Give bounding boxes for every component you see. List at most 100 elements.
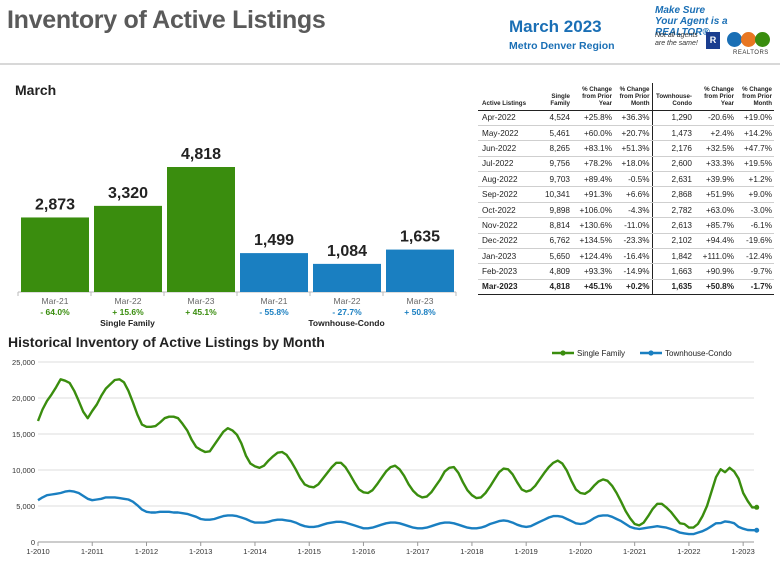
table-cell-month: Jul-2022: [478, 156, 534, 173]
legend-label: Townhouse-Condo: [665, 349, 732, 358]
table-cell-month: Apr-2022: [478, 110, 534, 126]
bar-group-label: Single Family: [100, 318, 155, 328]
bar-value-label: 1,084: [327, 243, 367, 260]
table-cell: 2,782: [652, 202, 694, 219]
bar-category-label: Mar-21: [261, 296, 288, 306]
table-cell: -20.6%: [694, 110, 736, 126]
series-line: [37, 489, 757, 536]
bar-category-label: Mar-21: [42, 296, 69, 306]
x-tick-label: 1-2016: [352, 547, 375, 556]
x-tick-label: 1-2021: [623, 547, 646, 556]
realtor-subtagline: Not all agents are the same!: [655, 32, 701, 48]
realtors-logo-circle-green: [755, 32, 770, 47]
table-cell-month: Nov-2022: [478, 217, 534, 234]
table-cell: -23.3%: [614, 233, 653, 250]
table-row: Sep-2022 10,341 +91.3% +6.6% 2,868 +51.9% +9.0…: [478, 186, 774, 203]
line-chart-title: Historical Inventory of Active Listings …: [8, 334, 325, 350]
col-header-sf-month: % Change from Prior Month: [614, 83, 653, 111]
table-cell: +18.0%: [614, 156, 653, 173]
table-row: Feb-2023 4,809 +93.3% -14.9% 1,663 +90.9% -9.7…: [478, 263, 774, 280]
table-cell: -6.1%: [736, 217, 774, 234]
table-cell: 6,762: [534, 233, 572, 250]
legend-label: Single Family: [577, 349, 625, 358]
realtor-logo-block: Make Sure Your Agent is a REALTOR® Not a…: [655, 5, 775, 59]
table-cell: +78.2%: [572, 156, 614, 173]
x-tick-label: 1-2020: [569, 547, 592, 556]
table-cell: +20.7%: [614, 125, 653, 142]
table-cell: +111.0%: [694, 248, 736, 265]
x-tick-label: 1-2017: [406, 547, 429, 556]
table-cell-month: Jun-2022: [478, 140, 534, 157]
colorado-association-logo: [727, 32, 742, 47]
table-cell: +63.0%: [694, 202, 736, 219]
table-row: Oct-2022 9,898 +106.0% -4.3% 2,782 +63.0% -3.0…: [478, 202, 774, 219]
table-row: Jun-2022 8,265 +83.1% +51.3% 2,176 +32.5% +47.…: [478, 140, 774, 157]
bar: [167, 167, 235, 292]
table-row: Jan-2023 5,650 +124.4% -16.4% 1,842 +111.0% -1…: [478, 248, 774, 265]
table-row: Dec-2022 6,762 +134.5% -23.3% 2,102 +94.4% -19…: [478, 233, 774, 250]
x-tick-label: 1-2011: [81, 547, 104, 556]
bar-change-label: - 55.8%: [259, 307, 289, 317]
table-cell: 2,613: [652, 217, 694, 234]
historical-line-chart: 0 5,000 10,000 15,000 20,000 25,000 1-2010 1-20…: [12, 349, 760, 556]
bar-category-label: Mar-23: [407, 296, 434, 306]
table-cell: +106.0%: [572, 202, 614, 219]
table-cell: +1.2%: [736, 171, 774, 188]
x-tick-label: 1-2019: [515, 547, 538, 556]
table-cell: +91.3%: [572, 186, 614, 203]
bar-value-label: 1,635: [400, 229, 440, 246]
table-cell: -14.9%: [614, 263, 653, 280]
bar-value-label: 4,818: [181, 146, 221, 163]
table-cell: +93.3%: [572, 263, 614, 280]
bar: [94, 205, 162, 292]
table-cell: +124.4%: [572, 248, 614, 265]
table-cell: -16.4%: [614, 248, 653, 265]
col-header-single-family: Single Family: [534, 83, 572, 111]
page-title: Inventory of Active Listings: [7, 6, 326, 34]
table-cell-month: Jan-2023: [478, 248, 534, 265]
table-cell: 5,461: [534, 125, 572, 142]
report-region: Metro Denver Region: [509, 40, 615, 52]
table-cell: -1.7%: [736, 279, 774, 296]
col-header-sf-year: % Change from Prior Year: [572, 83, 614, 111]
tagline-line-2: Your Agent is a REALTOR®: [655, 16, 728, 38]
table-cell: 2,631: [652, 171, 694, 188]
table-cell-month: Dec-2022: [478, 233, 534, 250]
bar-change-label: - 27.7%: [332, 307, 362, 317]
x-tick-label: 1-2022: [677, 547, 700, 556]
table-cell: 8,814: [534, 217, 572, 234]
bar-group-label: Townhouse-Condo: [308, 318, 384, 328]
table-row: Mar-2023 4,818 +45.1% +0.2% 1,635 +50.8% -1.7%: [478, 279, 774, 296]
col-header-tc-month: % Change from Prior Month: [736, 83, 774, 111]
bar-category-label: Mar-22: [115, 296, 142, 306]
x-tick-label: 1-2013: [189, 547, 212, 556]
table-cell: +60.0%: [572, 125, 614, 142]
table-cell: +33.3%: [694, 156, 736, 173]
active-listings-table: Active Listings Single Family % Change f…: [478, 83, 774, 296]
table-cell: +51.9%: [694, 186, 736, 203]
header-divider: [0, 63, 780, 65]
table-cell: +130.6%: [572, 217, 614, 234]
x-tick-label: 1-2010: [26, 547, 49, 556]
bar-chart-title: March: [15, 82, 57, 98]
table-cell-month: Aug-2022: [478, 171, 534, 188]
table-cell: -0.5%: [614, 171, 653, 188]
table-cell: +36.3%: [614, 110, 653, 126]
bar-change-label: + 45.1%: [185, 307, 217, 317]
realtor-tagline: Make Sure Your Agent is a REALTOR®: [655, 5, 775, 38]
table-cell-month: May-2022: [478, 125, 534, 142]
table-cell: 1,473: [652, 125, 694, 142]
table-cell: 9,703: [534, 171, 572, 188]
tagline-line-4: are the same!: [655, 40, 698, 47]
series-end-point: [754, 527, 760, 533]
x-tick-label: 1-2018: [460, 547, 483, 556]
realtors-logo-circle-orange: [741, 32, 756, 47]
table-cell: 9,898: [534, 202, 572, 219]
bar: [386, 249, 454, 292]
table-cell: 10,341: [534, 186, 572, 203]
table-cell: +14.2%: [736, 125, 774, 142]
y-tick-label: 20,000: [12, 394, 35, 403]
bar: [240, 253, 308, 292]
x-tick-label: 1-2015: [298, 547, 321, 556]
